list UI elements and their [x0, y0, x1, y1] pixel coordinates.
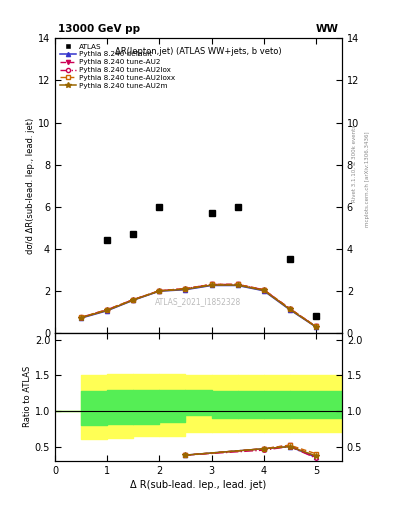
Pythia 8.240 tune-AU2	[105, 307, 110, 313]
Pythia 8.240 tune-AU2	[183, 286, 188, 292]
Pythia 8.240 default	[287, 307, 292, 313]
Pythia 8.240 tune-AU2loxx	[131, 296, 136, 303]
Line: Pythia 8.240 default: Pythia 8.240 default	[79, 284, 318, 329]
Text: mcplots.cern.ch [arXiv:1306.3436]: mcplots.cern.ch [arXiv:1306.3436]	[365, 132, 370, 227]
Pythia 8.240 tune-AU2lox	[209, 282, 214, 288]
Pythia 8.240 tune-AU2m	[261, 287, 266, 293]
Pythia 8.240 tune-AU2m	[183, 286, 188, 292]
Pythia 8.240 tune-AU2lox	[157, 288, 162, 294]
ATLAS	[235, 204, 240, 210]
ATLAS	[105, 237, 110, 243]
Text: ATLAS_2021_I1852328: ATLAS_2021_I1852328	[155, 297, 242, 306]
ATLAS	[157, 204, 162, 210]
Pythia 8.240 tune-AU2loxx	[105, 307, 110, 313]
Pythia 8.240 tune-AU2m	[209, 282, 214, 288]
Pythia 8.240 tune-AU2loxx	[314, 324, 318, 330]
Pythia 8.240 tune-AU2	[235, 282, 240, 288]
Pythia 8.240 tune-AU2	[209, 282, 214, 288]
Pythia 8.240 tune-AU2lox	[235, 282, 240, 288]
ATLAS	[314, 313, 318, 319]
Pythia 8.240 tune-AU2loxx	[79, 314, 83, 321]
Pythia 8.240 tune-AU2loxx	[235, 282, 240, 288]
Pythia 8.240 tune-AU2loxx	[261, 287, 266, 293]
Text: ΔR(lepton,jet) (ATLAS WW+jets, b veto): ΔR(lepton,jet) (ATLAS WW+jets, b veto)	[115, 47, 282, 56]
Y-axis label: Ratio to ATLAS: Ratio to ATLAS	[23, 366, 32, 428]
Pythia 8.240 tune-AU2	[261, 287, 266, 293]
Line: Pythia 8.240 tune-AU2m: Pythia 8.240 tune-AU2m	[78, 282, 319, 330]
Line: Pythia 8.240 tune-AU2: Pythia 8.240 tune-AU2	[79, 282, 318, 329]
Pythia 8.240 tune-AU2loxx	[157, 288, 162, 294]
Pythia 8.240 tune-AU2m	[314, 324, 318, 330]
Pythia 8.240 tune-AU2lox	[261, 287, 266, 293]
Pythia 8.240 tune-AU2loxx	[287, 306, 292, 312]
Line: Pythia 8.240 tune-AU2loxx: Pythia 8.240 tune-AU2loxx	[79, 282, 318, 329]
Pythia 8.240 tune-AU2	[157, 288, 162, 294]
Pythia 8.240 tune-AU2m	[235, 282, 240, 288]
Pythia 8.240 tune-AU2m	[287, 306, 292, 312]
Pythia 8.240 default	[131, 297, 136, 303]
Pythia 8.240 tune-AU2lox	[105, 307, 110, 313]
Pythia 8.240 tune-AU2loxx	[183, 286, 188, 292]
ATLAS	[209, 210, 214, 216]
Text: Rivet 3.1.10, ≥ 300k events: Rivet 3.1.10, ≥ 300k events	[352, 125, 357, 202]
Pythia 8.240 tune-AU2m	[79, 314, 83, 321]
ATLAS	[287, 256, 292, 262]
Pythia 8.240 default	[183, 287, 188, 293]
Pythia 8.240 default	[235, 283, 240, 289]
Pythia 8.240 default	[314, 324, 318, 330]
Pythia 8.240 default	[105, 308, 110, 314]
Pythia 8.240 tune-AU2lox	[131, 296, 136, 303]
Text: 13000 GeV pp: 13000 GeV pp	[58, 24, 140, 34]
Pythia 8.240 tune-AU2lox	[79, 314, 83, 321]
Legend: ATLAS, Pythia 8.240 default, Pythia 8.240 tune-AU2, Pythia 8.240 tune-AU2lox, Py: ATLAS, Pythia 8.240 default, Pythia 8.24…	[59, 42, 176, 90]
Pythia 8.240 tune-AU2m	[131, 297, 136, 303]
Pythia 8.240 default	[261, 288, 266, 294]
Line: ATLAS: ATLAS	[104, 203, 319, 319]
Pythia 8.240 tune-AU2	[131, 297, 136, 303]
Pythia 8.240 tune-AU2	[79, 314, 83, 321]
Pythia 8.240 tune-AU2m	[105, 307, 110, 313]
X-axis label: Δ R(sub-lead. lep., lead. jet): Δ R(sub-lead. lep., lead. jet)	[130, 480, 266, 490]
Pythia 8.240 default	[209, 283, 214, 289]
Pythia 8.240 tune-AU2loxx	[209, 282, 214, 288]
Pythia 8.240 tune-AU2lox	[183, 286, 188, 292]
Pythia 8.240 default	[79, 315, 83, 321]
Line: Pythia 8.240 tune-AU2lox: Pythia 8.240 tune-AU2lox	[79, 282, 318, 329]
Y-axis label: dσ/d ΔR(sub-lead. lep., lead. jet): dσ/d ΔR(sub-lead. lep., lead. jet)	[26, 117, 35, 254]
Pythia 8.240 tune-AU2lox	[287, 306, 292, 312]
Text: WW: WW	[316, 24, 339, 34]
ATLAS	[131, 231, 136, 237]
Pythia 8.240 tune-AU2m	[157, 288, 162, 294]
Pythia 8.240 tune-AU2lox	[314, 324, 318, 330]
Pythia 8.240 tune-AU2	[287, 306, 292, 312]
Pythia 8.240 default	[157, 288, 162, 294]
Pythia 8.240 tune-AU2	[314, 324, 318, 330]
